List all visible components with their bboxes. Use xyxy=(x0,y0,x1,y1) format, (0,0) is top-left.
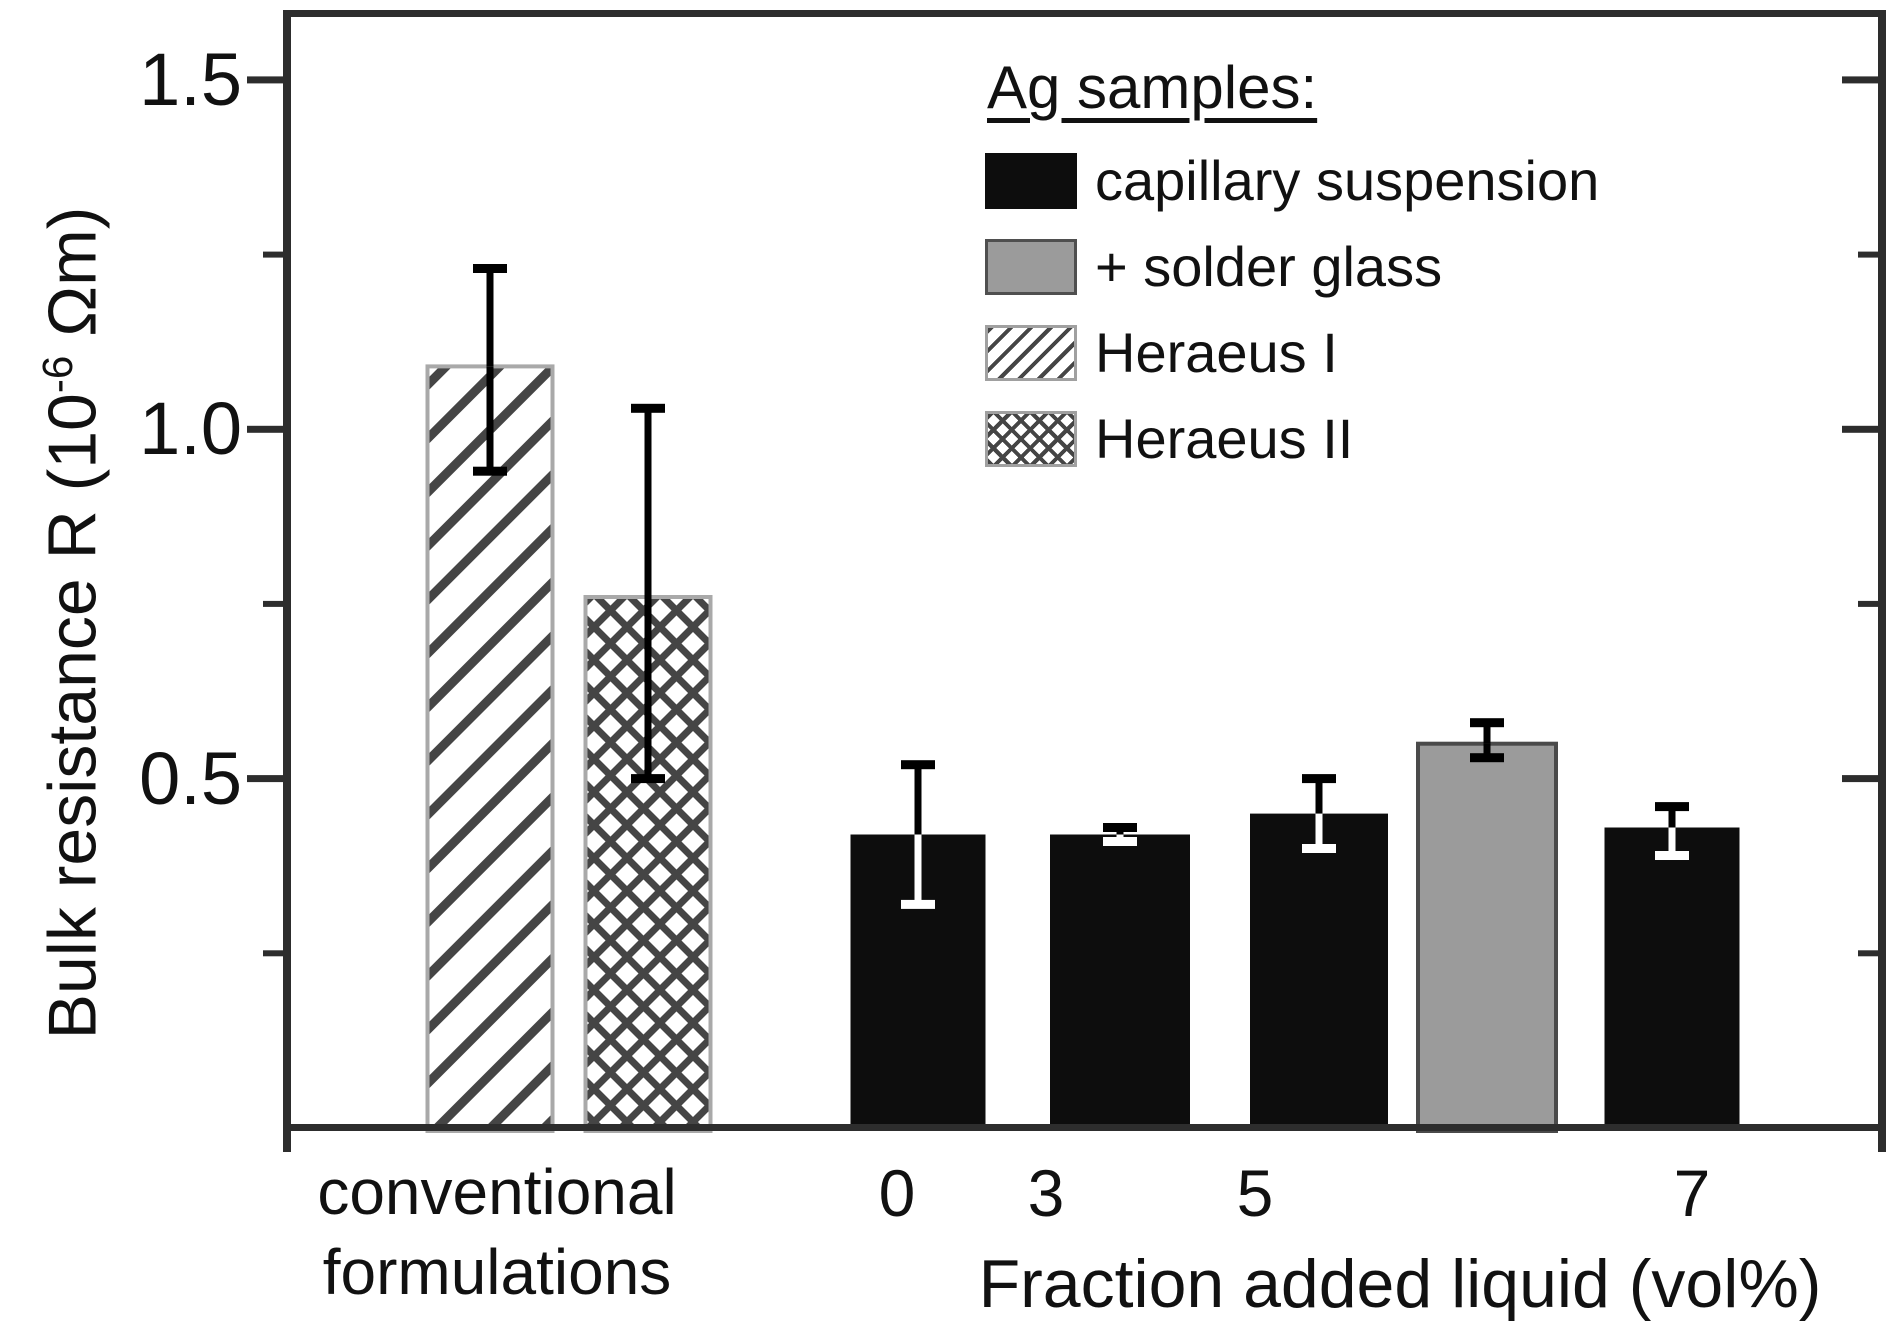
axis-bottom-spine xyxy=(283,1124,1886,1131)
x-axis-title: Fraction added liquid (vol%) xyxy=(978,1246,1822,1322)
x-tick-label-0: 0 xyxy=(878,1156,916,1230)
y-minor-tick xyxy=(263,600,283,607)
y-major-tick xyxy=(247,425,283,433)
bar-heraeus-i-conventional-formulations xyxy=(425,364,555,1133)
y-axis-title: Bulk resistance R (10-6 Ωm) xyxy=(10,183,111,1063)
error-bar-capillary-suspension-solder-glass-5 xyxy=(1470,718,1504,763)
legend-entry-label: Heraeus II xyxy=(1095,407,1354,470)
x-group-label-line1: conventional xyxy=(317,1156,677,1228)
legend-entry-label: Heraeus I xyxy=(1095,321,1338,384)
y-major-tick-right xyxy=(1842,425,1878,433)
error-bar-capillary-suspension-7 xyxy=(1655,802,1689,860)
legend-entry-capillary-suspension: capillary suspension xyxy=(985,138,1599,224)
x-tick-label-3: 3 xyxy=(1027,1156,1065,1230)
y-minor-tick xyxy=(263,950,283,957)
y-major-tick-right xyxy=(1842,76,1878,84)
legend-entry-heraeus-i: Heraeus I xyxy=(985,310,1599,396)
axis-right-spine xyxy=(1878,10,1886,1152)
x-tick-label-7: 7 xyxy=(1673,1156,1711,1230)
legend-title: Ag samples: xyxy=(987,54,1318,121)
legend-swatch-hatch-cross-icon xyxy=(985,411,1077,467)
bar-capillary-suspension-5 xyxy=(1250,813,1388,1131)
error-bar-capillary-suspension-0 xyxy=(901,760,935,909)
legend-rows: capillary suspension + solder glass Heraeu… xyxy=(985,138,1599,482)
y-axis-title-text: Bulk resistance R (10 xyxy=(34,393,111,1040)
bar-capillary-suspension-solder-glass-5 xyxy=(1416,741,1558,1133)
legend-entry-solder-glass: + solder glass xyxy=(985,224,1599,310)
legend-entry-heraeus-ii: Heraeus II xyxy=(985,396,1599,482)
y-minor-tick-right xyxy=(1858,600,1878,607)
y-major-tick xyxy=(247,76,283,84)
error-bar-capillary-suspension-5 xyxy=(1302,774,1336,853)
axis-left-spine xyxy=(283,10,291,1152)
error-bar-capillary-suspension-3 xyxy=(1103,823,1137,846)
x-group-label-line2: formulations xyxy=(322,1236,672,1308)
legend-swatch-hatch-diagonal-icon xyxy=(985,325,1077,381)
y-tick-label-1.0: 1.0 xyxy=(139,387,242,471)
error-bar-heraeus-ii-conventional-formulations xyxy=(631,403,665,784)
y-axis-title-unit: Ωm) xyxy=(34,206,111,356)
y-tick-label-0.5: 0.5 xyxy=(139,736,242,820)
bar-capillary-suspension-7 xyxy=(1604,827,1740,1131)
x-tick-label-5: 5 xyxy=(1236,1156,1274,1230)
y-minor-tick-right xyxy=(1858,251,1878,258)
y-major-tick-right xyxy=(1842,775,1878,783)
y-minor-tick xyxy=(263,251,283,258)
y-axis-title-exponent: -6 xyxy=(34,355,81,394)
bar-capillary-suspension-3 xyxy=(1050,834,1190,1131)
legend-entry-label: capillary suspension xyxy=(1095,149,1600,212)
axis-top-spine xyxy=(283,10,1886,17)
legend-swatch-black-icon xyxy=(985,153,1077,209)
legend: Ag samples: capillary suspension + solder… xyxy=(985,52,1599,482)
x-label-conventional-formulations: conventional formulations xyxy=(297,1152,697,1312)
legend-swatch-gray-icon xyxy=(985,239,1077,295)
error-bar-heraeus-i-conventional-formulations xyxy=(473,264,507,476)
legend-entry-label: + solder glass xyxy=(1095,235,1443,298)
y-minor-tick-right xyxy=(1858,950,1878,957)
y-major-tick xyxy=(247,775,283,783)
y-tick-label-1.5: 1.5 xyxy=(139,37,242,121)
